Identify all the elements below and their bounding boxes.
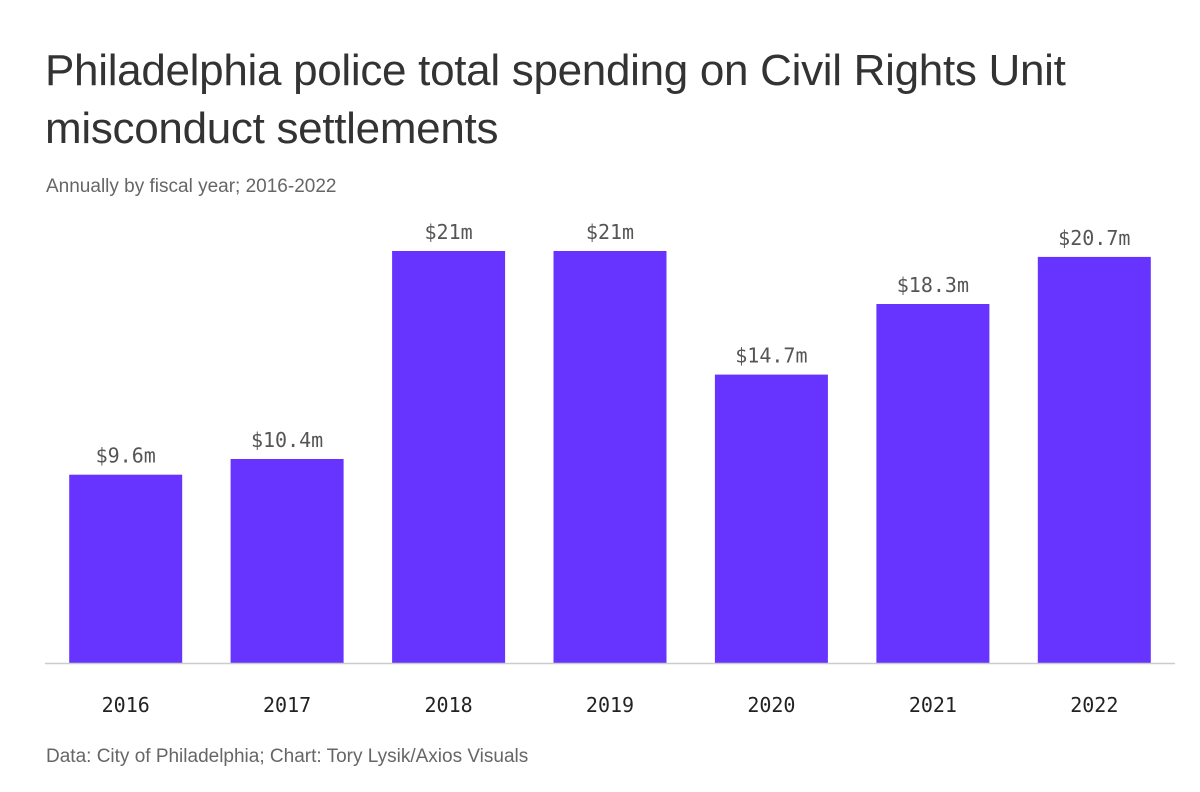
value-label-2018: $21m (425, 220, 473, 244)
x-tick-label-2018: 2018 (425, 693, 473, 717)
x-tick-labels-layer: 2016 2017 2018 2019 2020 2021 2022 (102, 693, 1119, 717)
x-tick-label-2021: 2021 (909, 693, 957, 717)
value-label-2020: $14.7m (735, 344, 807, 368)
bar-2018 (392, 251, 506, 663)
x-tick-label-2019: 2019 (586, 693, 634, 717)
bars-layer (69, 251, 1151, 663)
value-labels-layer: $9.6m $10.4m $21m $21m $14.7m $18.3m $20.7m (96, 220, 1131, 468)
value-label-2021: $18.3m (897, 273, 969, 297)
bar-2020 (714, 374, 828, 663)
value-label-2019: $21m (586, 220, 634, 244)
source-note: Data: City of Philadelphia; Chart: Tory … (46, 746, 529, 767)
bar-2017 (230, 459, 344, 663)
value-label-2016: $9.6m (96, 444, 156, 468)
x-tick-label-2022: 2022 (1070, 693, 1118, 717)
bar-2021 (876, 304, 990, 663)
value-label-2022: $20.7m (1058, 226, 1130, 250)
x-tick-label-2016: 2016 (102, 693, 150, 717)
chart-subtitle: Annually by fiscal year; 2016-2022 (46, 176, 337, 197)
bar-2016 (69, 474, 183, 663)
chart-title: Philadelphia police total spending on Ci… (45, 46, 1066, 153)
x-tick-label-2020: 2020 (747, 693, 795, 717)
bar-2022 (1037, 256, 1151, 663)
bar-2019 (553, 251, 667, 663)
x-tick-label-2017: 2017 (263, 693, 311, 717)
value-label-2017: $10.4m (251, 428, 323, 452)
